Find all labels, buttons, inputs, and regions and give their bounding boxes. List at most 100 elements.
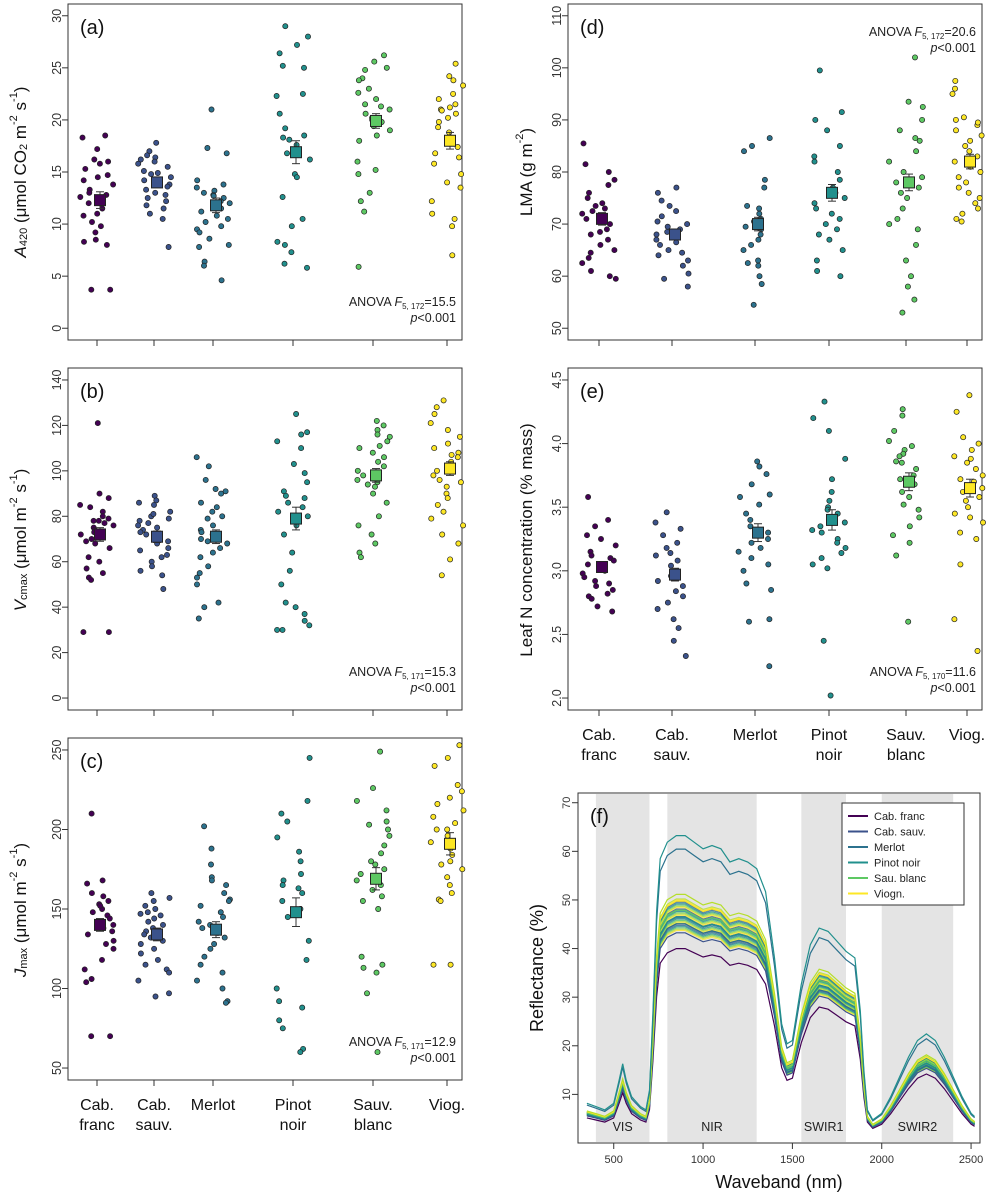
y-label-sup2: -1: [8, 474, 20, 484]
mean-marker: [444, 462, 456, 475]
anova-p-value: <0.001: [417, 311, 456, 325]
data-point: [384, 438, 391, 445]
data-point: [913, 148, 920, 155]
data-point: [838, 550, 845, 556]
data-point: [606, 580, 613, 587]
data-point: [194, 177, 201, 184]
data-point: [99, 956, 105, 963]
data-point: [152, 189, 159, 196]
data-point: [974, 648, 981, 654]
data-point: [428, 515, 435, 522]
spectrum-line: [586, 923, 975, 1128]
data-point: [356, 137, 363, 144]
data-point: [837, 273, 844, 280]
y-tick-label: 50: [550, 321, 564, 335]
data-point: [452, 110, 459, 117]
data-point: [154, 170, 161, 176]
data-point: [809, 561, 816, 568]
data-point: [274, 438, 281, 445]
data-point: [97, 902, 104, 909]
anova-df: 5, 171: [402, 1042, 425, 1051]
data-point: [204, 515, 211, 522]
data-point: [290, 461, 297, 467]
data-point: [137, 567, 144, 574]
category-label: sauv.: [653, 747, 690, 764]
category-label: blanc: [887, 747, 925, 764]
data-point: [962, 497, 969, 504]
data-point: [353, 877, 360, 884]
data-point: [435, 96, 442, 103]
data-point: [967, 514, 974, 521]
anova-df: 5, 170: [923, 672, 946, 681]
data-point: [386, 106, 393, 113]
data-point: [94, 174, 101, 181]
data-point: [210, 522, 216, 529]
data-point: [83, 538, 90, 545]
anova-value: =15.5: [424, 295, 456, 309]
data-point: [195, 615, 202, 622]
anova-p: p<0.001: [929, 681, 976, 695]
anova-df: 5, 172: [922, 32, 945, 41]
data-point: [838, 109, 845, 116]
data-point: [679, 262, 686, 269]
y-tick-label: 15: [50, 165, 64, 179]
data-point: [653, 231, 660, 238]
data-point: [88, 976, 95, 982]
data-point: [140, 168, 147, 174]
data-point: [301, 64, 307, 71]
data-point: [435, 124, 442, 131]
data-point: [205, 463, 212, 470]
data-point: [205, 563, 212, 570]
anova-prefix: ANOVA: [349, 1035, 395, 1049]
data-point: [198, 499, 204, 506]
data-point: [585, 254, 592, 261]
category-label: franc: [79, 1117, 115, 1134]
y-tick-label: 5: [50, 273, 64, 280]
data-point: [218, 277, 225, 284]
data-point: [905, 98, 912, 105]
mean-marker: [903, 176, 915, 189]
data-point: [811, 200, 818, 207]
mean-marker: [210, 530, 222, 543]
data-point: [960, 434, 967, 441]
data-point: [381, 454, 387, 461]
data-point: [282, 23, 289, 30]
data-point: [748, 481, 755, 488]
data-point: [298, 431, 305, 438]
data-point: [305, 33, 311, 40]
data-point: [143, 202, 150, 209]
data-point: [836, 143, 843, 149]
y-label-sup1: -2: [8, 872, 20, 882]
data-point: [663, 544, 670, 551]
data-point: [440, 397, 447, 404]
data-point: [194, 574, 200, 581]
data-point: [446, 73, 453, 80]
data-point: [198, 536, 204, 542]
y-tick-label: 2.5: [550, 626, 564, 643]
data-point: [94, 210, 101, 217]
mean-marker: [290, 906, 302, 919]
data-point: [299, 1004, 306, 1011]
data-point: [88, 286, 95, 293]
data-point: [668, 562, 674, 569]
data-point: [365, 85, 372, 92]
data-point: [975, 205, 981, 212]
mean-marker: [669, 228, 681, 241]
data-point: [295, 885, 302, 892]
data-point: [194, 581, 200, 588]
data-point: [666, 202, 673, 209]
data-point: [220, 181, 227, 188]
data-point: [818, 555, 825, 562]
band-label: VIS: [613, 1120, 633, 1134]
data-point: [301, 611, 308, 617]
data-point: [193, 454, 200, 461]
data-point: [88, 810, 95, 817]
data-point: [919, 103, 926, 110]
data-point: [304, 797, 311, 804]
data-point: [824, 127, 831, 134]
data-point: [279, 898, 286, 904]
legend-label: Cab. franc: [874, 811, 925, 823]
data-point: [95, 517, 102, 524]
y-tick-label: 4.5: [550, 371, 564, 388]
data-point: [890, 532, 896, 539]
